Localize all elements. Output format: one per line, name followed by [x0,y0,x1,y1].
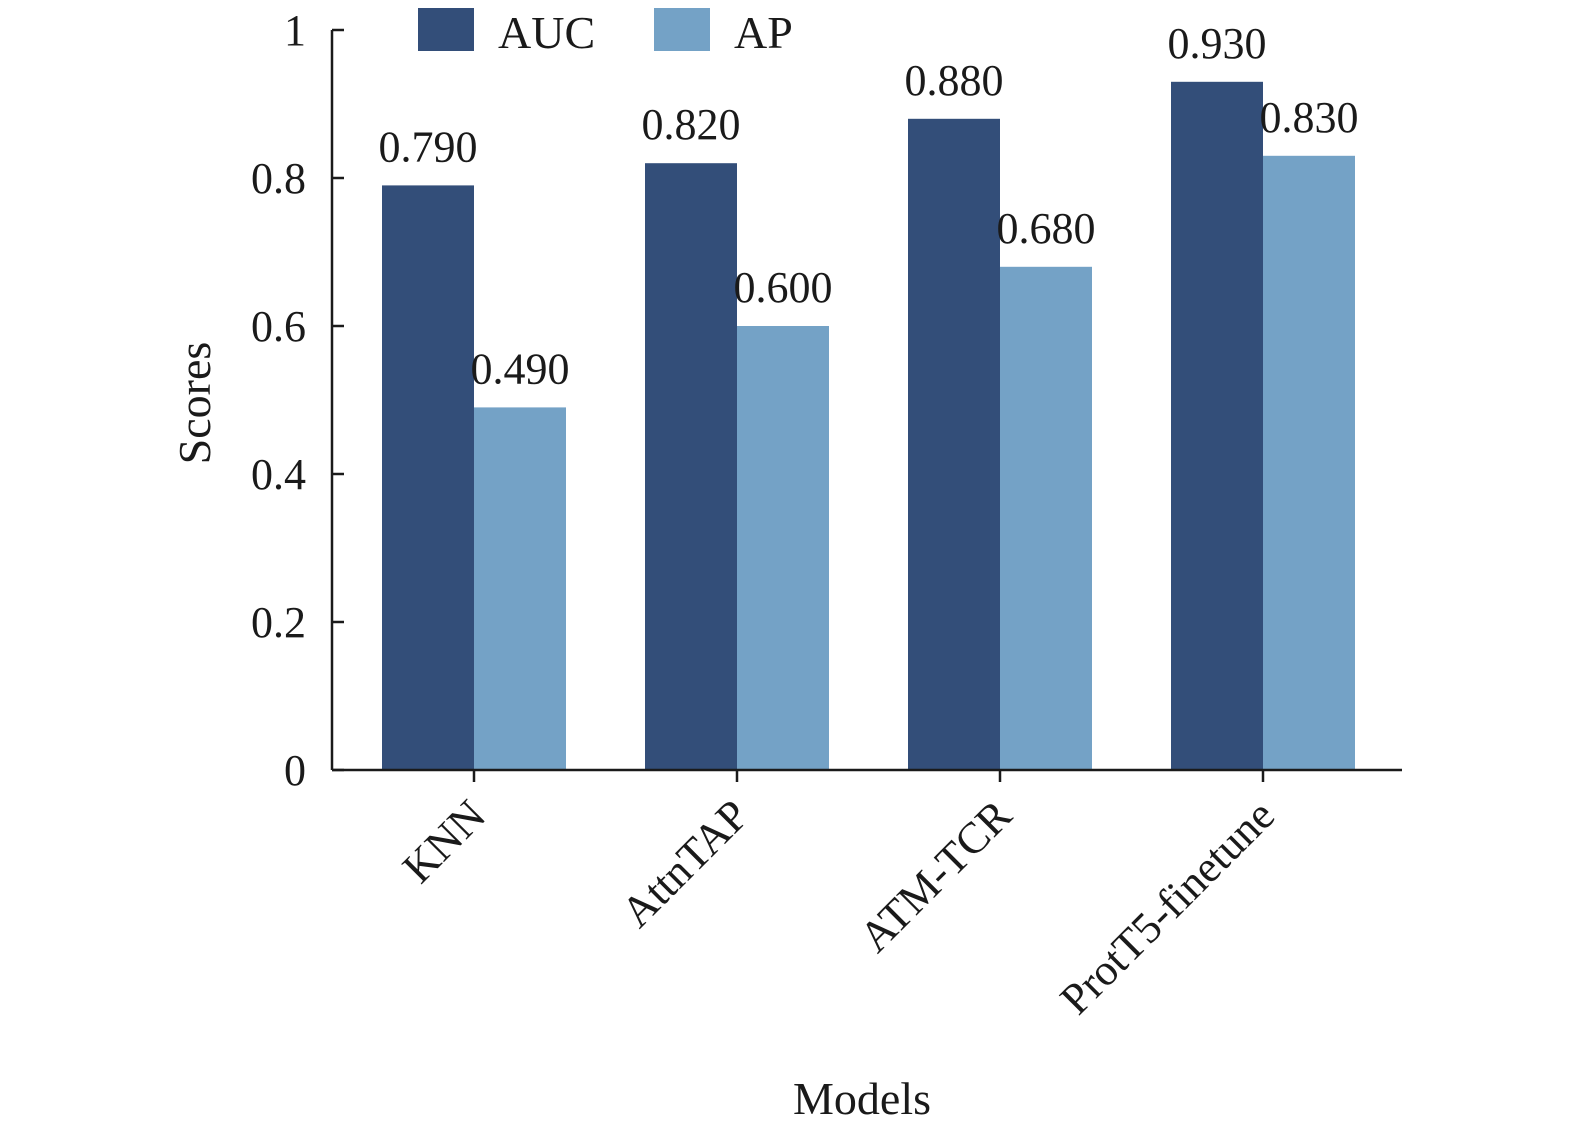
x-axis-title: Models [793,1073,931,1124]
bar-auc-knn [382,185,474,770]
legend-swatch-auc [418,8,474,51]
y-tick-label: 0.6 [251,302,306,351]
y-ticks: 0 0.2 0.4 0.6 0.8 1 [251,6,344,795]
bar-ap-attntap [737,326,829,770]
value-label: 0.930 [1168,19,1267,68]
y-tick-label: 0.2 [251,598,306,647]
y-tick-label: 0 [284,746,306,795]
value-labels: 0.790 0.490 0.820 0.600 0.880 0.680 0.930 0.830 [379,19,1359,394]
bar-auc-prott5-finetune [1171,81,1263,771]
x-tick-label: KNN [393,790,495,892]
y-tick-label: 0.8 [251,154,306,203]
y-axis-title: Scores [169,342,220,465]
value-label: 0.790 [379,122,478,171]
value-label: 0.600 [734,263,833,312]
x-ticks: KNN AttnTAP ATM-TCR ProtT5-finetune [393,770,1284,1024]
x-tick-label: ProtT5-finetune [1051,790,1284,1023]
y-tick-label: 1 [284,6,306,55]
legend: AUC AP [418,7,793,58]
bar-ap-atm-tcr [1000,266,1092,770]
bars [382,81,1355,771]
value-label: 0.880 [905,56,1004,105]
legend-swatch-ap [654,8,710,51]
bar-auc-attntap [645,163,737,770]
x-tick-label: ATM-TCR [850,790,1022,962]
value-label: 0.820 [642,100,741,149]
legend-label-auc: AUC [498,7,595,58]
bar-ap-prott5-finetune [1263,155,1355,771]
y-tick-label: 0.4 [251,450,306,499]
x-tick-label: AttnTAP [612,790,758,936]
legend-label-ap: AP [734,7,793,58]
value-label: 0.680 [997,204,1096,253]
value-label: 0.830 [1260,93,1359,142]
bar-ap-knn [474,407,566,770]
value-label: 0.490 [471,344,570,393]
bar-auc-atm-tcr [908,118,1000,771]
